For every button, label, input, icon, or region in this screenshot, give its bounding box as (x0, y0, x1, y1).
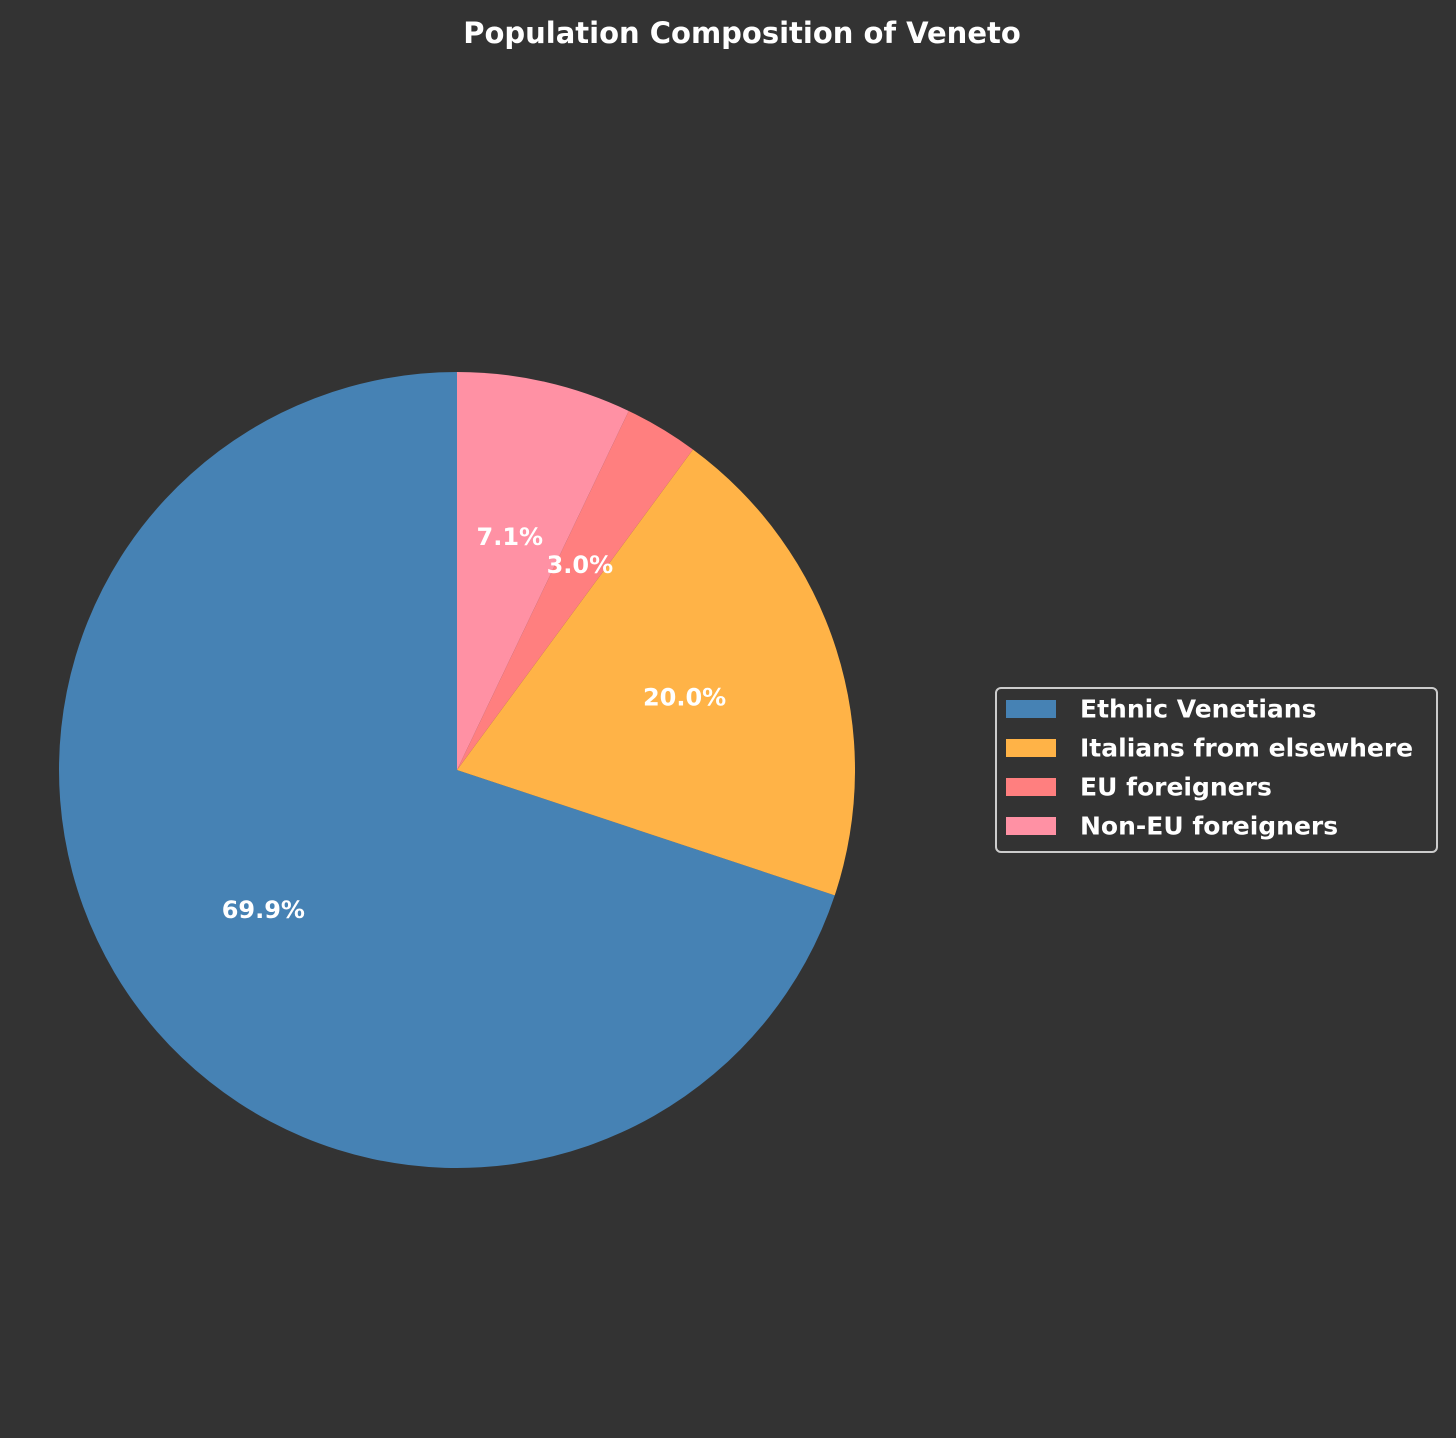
legend-label-3: EU foreigners (1080, 773, 1272, 802)
legend-swatch-2 (1006, 739, 1056, 757)
legend-label-1: Ethnic Venetians (1080, 695, 1316, 724)
chart-title: Population Composition of Veneto (463, 16, 1021, 50)
pie-slice-2 (457, 449, 855, 896)
pie-slice-1 (59, 372, 835, 1168)
legend-swatch-3 (1006, 778, 1056, 796)
percentage-label-1: 69.9% (222, 896, 305, 924)
legend-frame (995, 687, 1438, 853)
pie-slice-3 (457, 410, 693, 770)
percentage-label-4: 7.1% (477, 523, 544, 551)
pie-slice-4 (457, 372, 629, 770)
legend-swatch-1 (1006, 700, 1056, 718)
legend-label-4: Non-EU foreigners (1080, 812, 1338, 841)
percentage-label-3: 3.0% (547, 551, 614, 579)
legend-swatch-4 (1006, 817, 1056, 835)
pie-slices (59, 372, 855, 1168)
percentage-labels: 69.9% 20.0% 3.0%7.1% (222, 523, 726, 924)
legend: Ethnic Venetians Italians from elsewhere E… (995, 687, 1438, 853)
percentage-label-2: 20.0% (643, 684, 726, 712)
legend-label-2: Italians from elsewhere (1080, 734, 1413, 763)
